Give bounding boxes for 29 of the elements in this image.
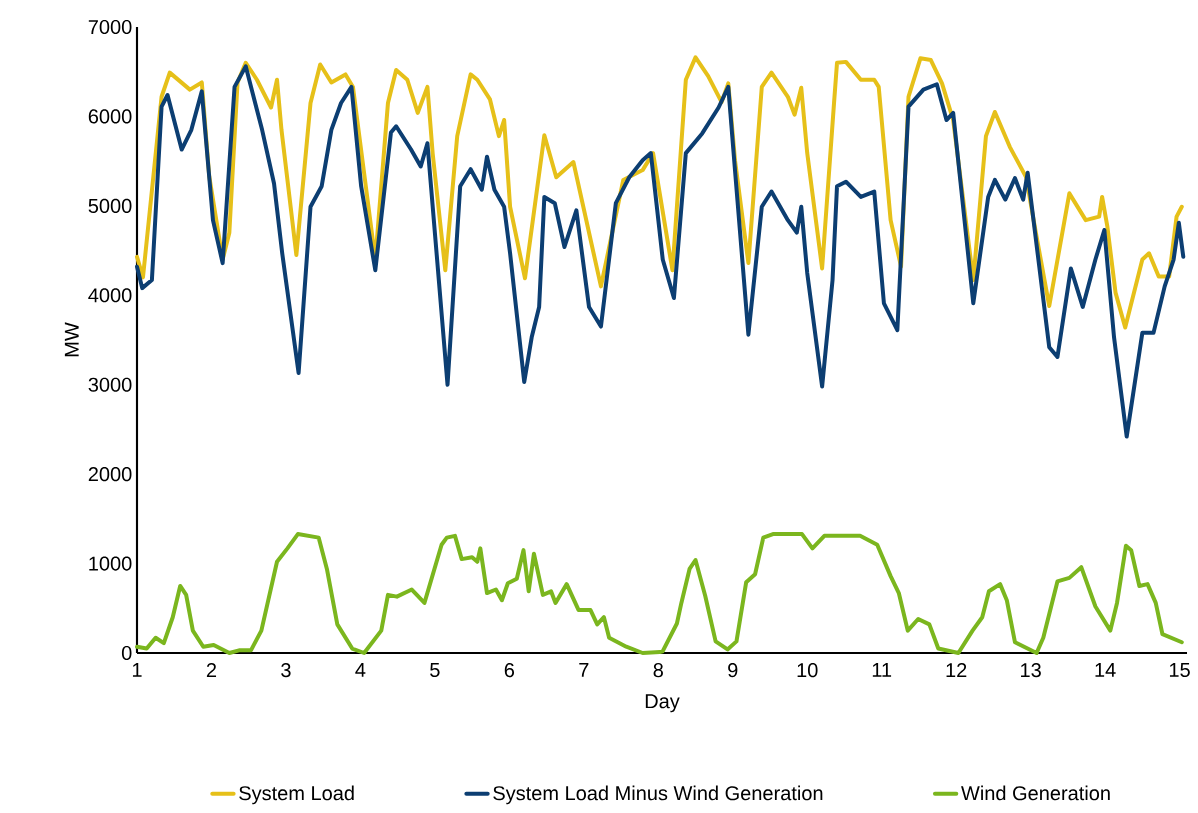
- x-tick-label: 13: [1021, 663, 1041, 678]
- x-tick-label: 12: [946, 663, 967, 678]
- legend-label: System Load Minus Wind Generation: [493, 785, 823, 805]
- y-tick-label: 5000: [88, 198, 132, 213]
- x-tick-label: 4: [355, 663, 366, 677]
- x-tick-label: 8: [653, 663, 663, 678]
- x-tick-label: 11: [872, 663, 892, 677]
- x-tick-label: 15: [1169, 663, 1190, 677]
- line-series: [135, 64, 1186, 439]
- y-tick-label: 7000: [88, 19, 132, 35]
- legend-label: Wind Generation: [961, 785, 1110, 801]
- x-tick-label: 5: [430, 663, 440, 677]
- x-tick-label: 7: [579, 663, 589, 677]
- y-axis-title: MW: [64, 322, 79, 357]
- y-tick-label: 3000: [88, 377, 132, 392]
- y-tick-label: 0: [121, 645, 132, 661]
- y-tick-label: 1000: [89, 556, 132, 571]
- y-tick-label: 2000: [88, 467, 132, 482]
- y-tick-label: 4000: [88, 288, 132, 303]
- x-tick-label: 9: [728, 663, 738, 678]
- x-tick-label: 10: [797, 663, 818, 678]
- legend-label: System Load: [239, 785, 354, 805]
- x-axis-title: Day: [645, 694, 680, 713]
- x-tick-label: 14: [1095, 663, 1116, 677]
- x-tick-label: 6: [504, 663, 515, 678]
- x-tick-label: 3: [281, 663, 291, 678]
- x-tick-label: 1: [132, 663, 142, 677]
- y-tick-label: 6000: [88, 109, 132, 124]
- x-tick-label: 2: [206, 663, 217, 678]
